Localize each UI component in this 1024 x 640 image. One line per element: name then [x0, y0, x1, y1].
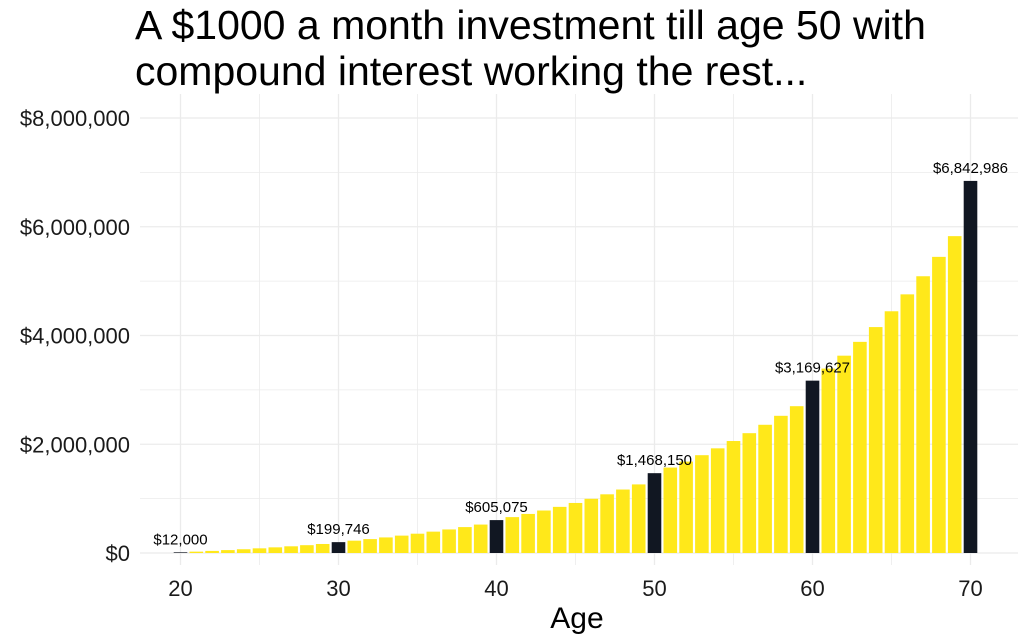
bar — [189, 551, 204, 553]
bar — [789, 406, 804, 553]
bar — [221, 550, 235, 553]
y-axis-ticks: $0 $2,000,000 $4,000,000 $6,000,000 $8,000,0… — [20, 106, 130, 566]
x-axis-title: Age — [550, 602, 603, 635]
highlight-bar — [331, 542, 346, 553]
bar — [315, 543, 330, 553]
data-label: $3,169,627 — [775, 360, 850, 377]
bar — [473, 524, 488, 553]
chart-title: A $1000 a month investment till age 50 w… — [135, 2, 926, 94]
bar — [363, 539, 377, 553]
data-label: $12,000 — [153, 531, 207, 548]
x-tick-label: 30 — [326, 576, 350, 601]
bar — [631, 484, 646, 553]
data-labels: $12,000 $199,746 $605,075 $1,468,150 $3,169,… — [153, 160, 1008, 548]
bar — [252, 548, 267, 553]
bar — [394, 535, 409, 553]
highlight-bar — [647, 473, 662, 553]
data-label: $199,746 — [307, 521, 370, 538]
bar — [379, 537, 393, 553]
bar — [537, 510, 551, 553]
y-tick-label: $0 — [106, 541, 130, 566]
x-tick-label: 60 — [800, 576, 824, 601]
x-tick-label: 40 — [484, 576, 508, 601]
bars — [173, 180, 978, 553]
bar — [552, 506, 567, 553]
bar — [710, 448, 725, 553]
highlight-bar — [489, 520, 504, 553]
highlight-bar — [805, 380, 820, 553]
bar — [284, 546, 298, 553]
y-tick-label: $8,000,000 — [20, 106, 130, 131]
bar — [458, 527, 472, 553]
bar — [442, 529, 456, 553]
bar — [505, 517, 520, 553]
bar — [884, 311, 899, 553]
x-tick-label: 50 — [642, 576, 666, 601]
bar — [410, 533, 425, 553]
y-tick-label: $4,000,000 — [20, 324, 130, 349]
data-label: $605,075 — [465, 499, 528, 516]
bar — [236, 549, 251, 553]
bar — [663, 467, 678, 553]
bar — [300, 545, 314, 553]
bar — [868, 327, 883, 553]
bar — [616, 489, 630, 553]
bar — [268, 547, 283, 553]
bar — [853, 341, 867, 553]
bar — [837, 355, 851, 553]
y-tick-label: $6,000,000 — [20, 215, 130, 240]
bar — [916, 276, 930, 553]
highlight-bar — [963, 180, 978, 553]
bar — [205, 550, 219, 553]
bar — [695, 455, 709, 553]
bar — [758, 424, 772, 553]
bar — [600, 494, 614, 553]
bar — [426, 531, 441, 553]
data-label: $6,842,986 — [933, 160, 1008, 177]
bar — [568, 502, 583, 553]
bar — [900, 294, 915, 553]
highlight-bar — [173, 552, 188, 553]
bar — [521, 513, 535, 553]
bar — [932, 256, 946, 553]
x-tick-label: 70 — [958, 576, 982, 601]
bar — [584, 498, 599, 553]
y-tick-label: $2,000,000 — [20, 432, 130, 457]
bar — [821, 368, 836, 553]
bar — [726, 441, 741, 553]
bar — [347, 540, 362, 553]
x-axis-ticks: 20 30 40 50 60 70 — [168, 576, 982, 601]
bar — [947, 236, 962, 553]
bar — [774, 415, 788, 553]
bar — [679, 461, 693, 553]
data-label: $1,468,150 — [617, 452, 692, 469]
bar — [742, 433, 757, 553]
x-tick-label: 20 — [168, 576, 192, 601]
